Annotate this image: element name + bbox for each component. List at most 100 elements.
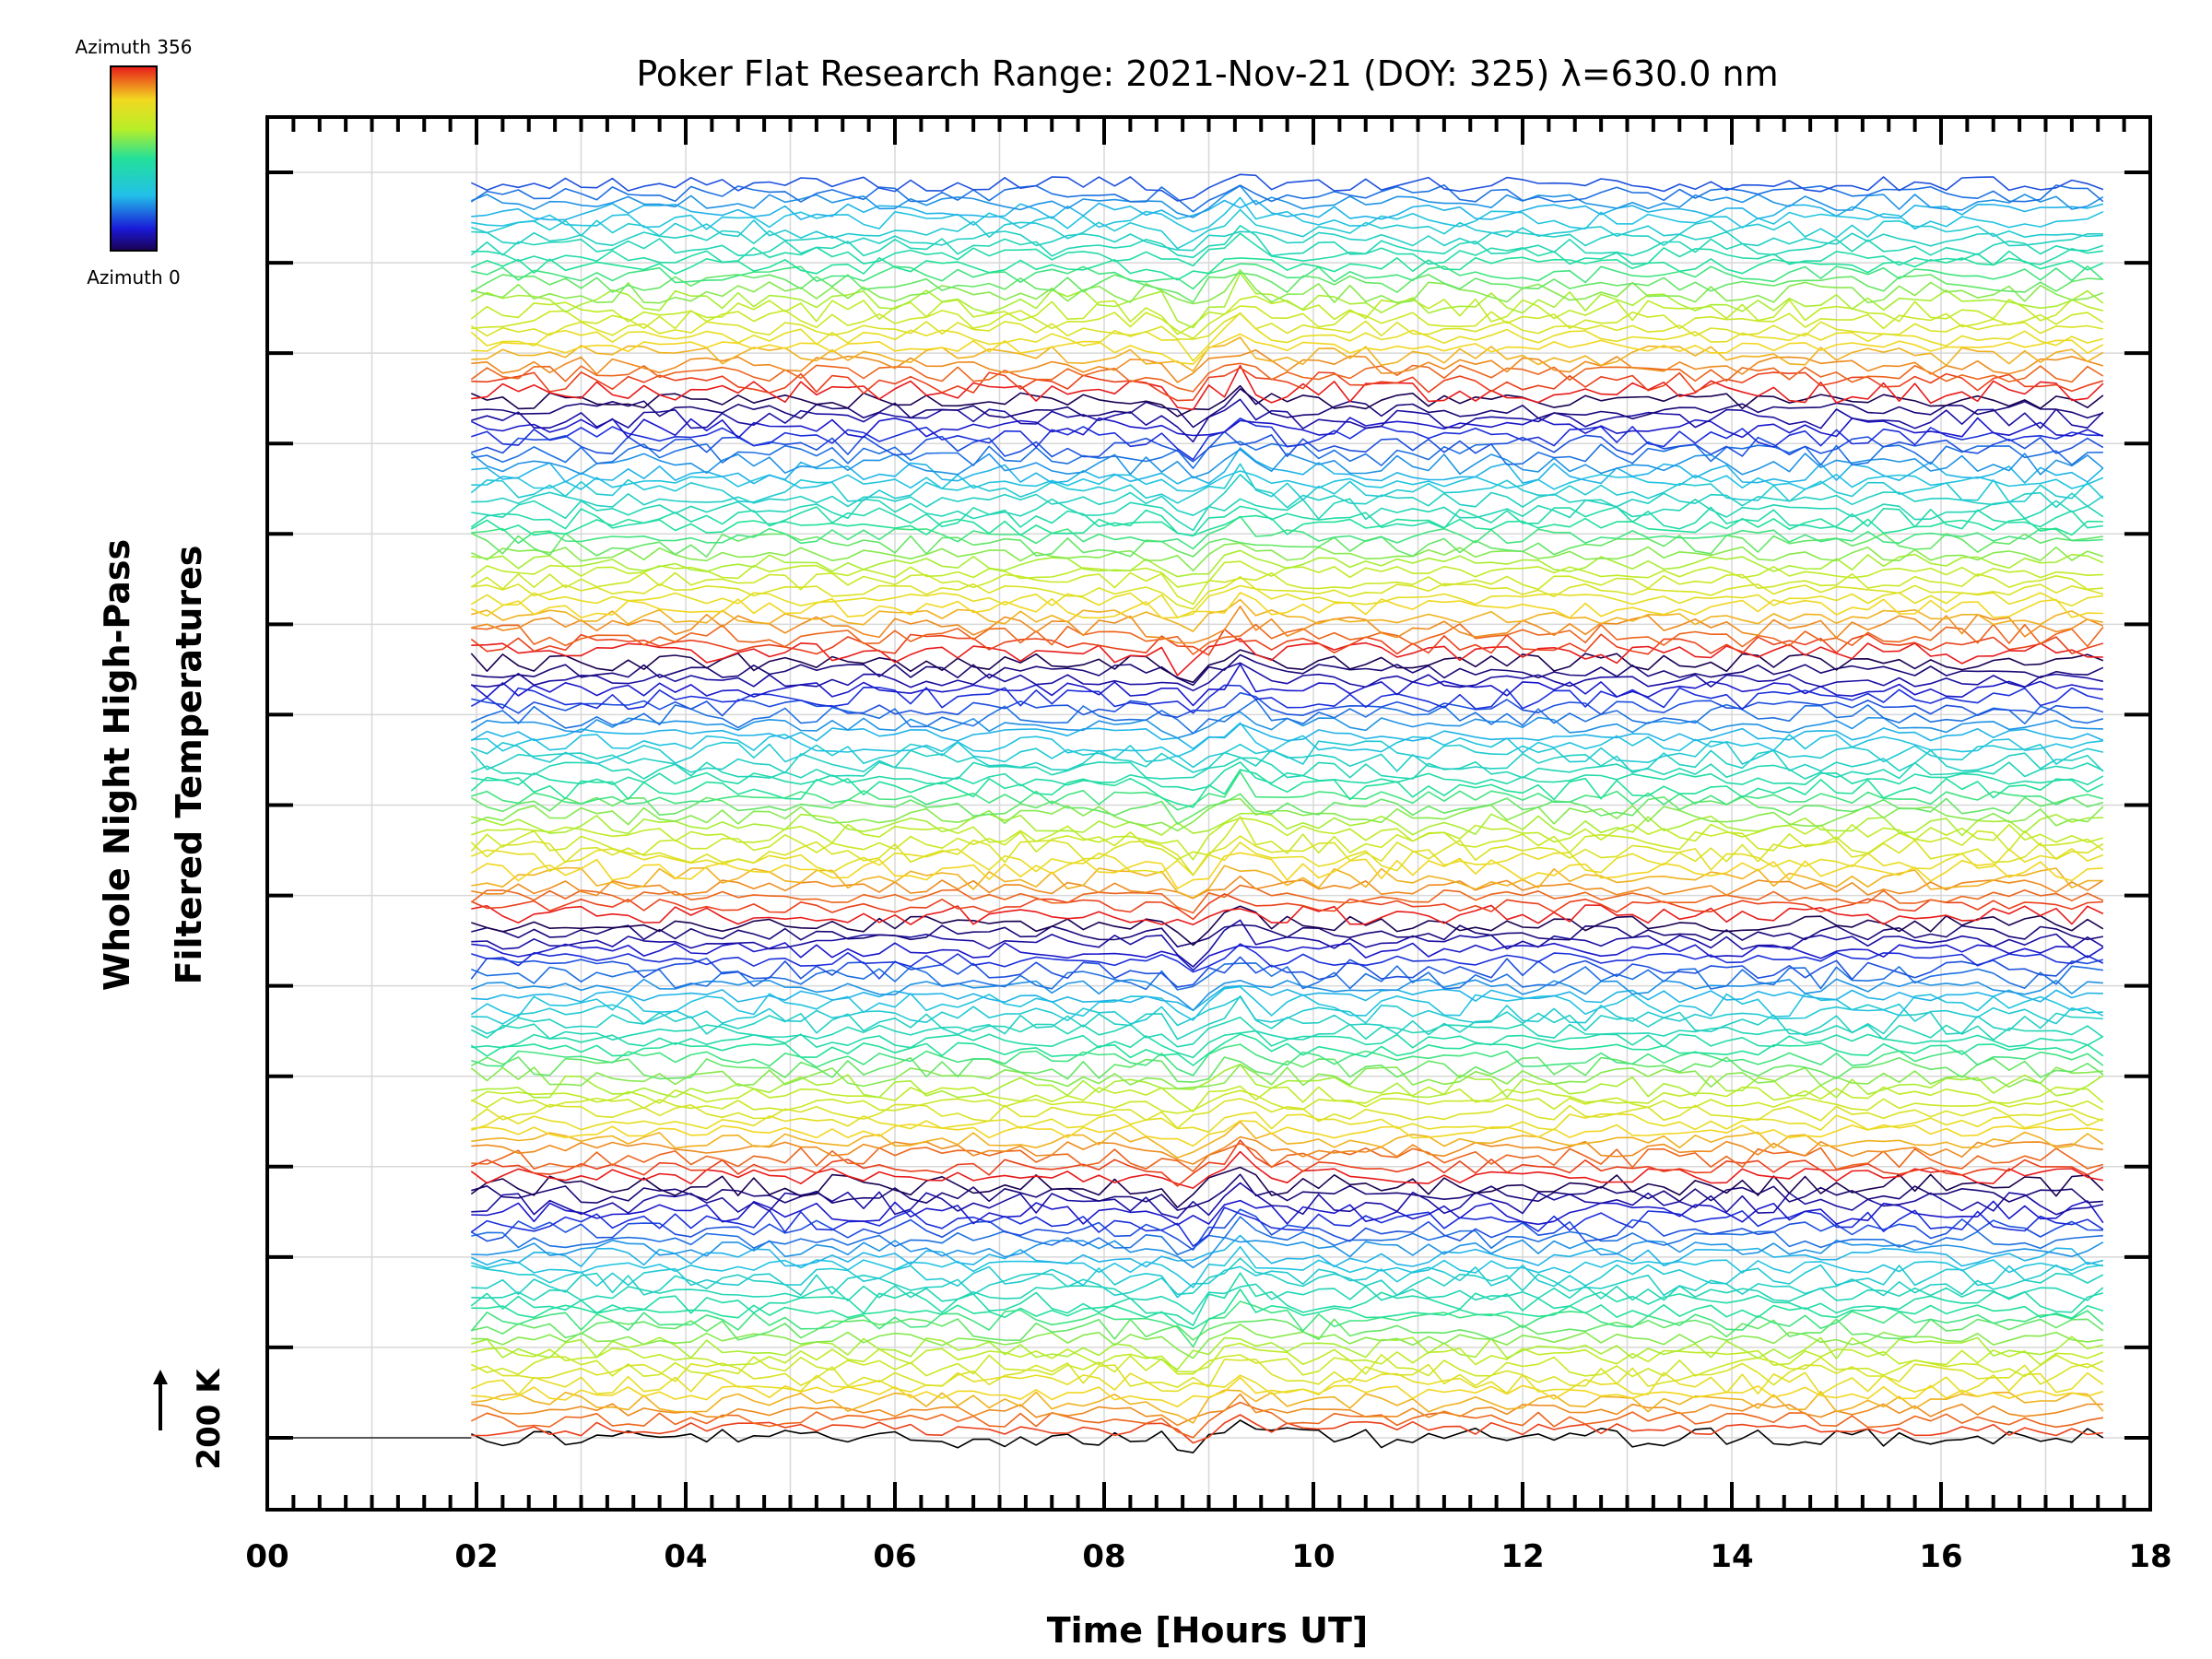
series-line [471, 1142, 2104, 1172]
series-line [470, 1085, 2104, 1112]
scale-label: 200 K [191, 1368, 228, 1470]
series-line [471, 919, 2104, 968]
series-line [471, 336, 2104, 372]
series-line [470, 1033, 2104, 1066]
series-line [471, 662, 2104, 692]
series-line [470, 649, 2104, 684]
series-line [471, 1121, 2104, 1159]
x-tick-label: 16 [1919, 1538, 1962, 1575]
series-line [470, 1089, 2104, 1114]
plot-axes [265, 115, 2152, 1512]
series-line [471, 771, 2104, 811]
series-line [470, 1300, 2104, 1348]
series-line [470, 797, 2104, 832]
series-line [470, 893, 2103, 921]
series-line [470, 962, 2104, 991]
series-line [470, 312, 2104, 362]
series-line [470, 560, 2103, 588]
series-line [471, 1030, 2104, 1059]
x-tick-label: 00 [245, 1538, 288, 1575]
series-line [471, 1043, 2104, 1077]
y-axis-title-line2: Filtered Temperatures [169, 546, 209, 985]
series-line [470, 542, 2104, 572]
series-line [471, 606, 2104, 644]
series-line [470, 592, 2103, 619]
series-line [471, 1335, 2104, 1371]
series-line [470, 1150, 2104, 1189]
series-line [471, 575, 2104, 610]
series-line [471, 229, 2103, 252]
series-line [470, 584, 2104, 618]
series-line [471, 1182, 2104, 1219]
series-line [471, 387, 2104, 429]
series-line [470, 956, 2104, 988]
series-line [471, 757, 2104, 780]
series-line [470, 532, 2104, 559]
chart-title: Poker Flat Research Range: 2021-Nov-21 (… [636, 53, 1778, 94]
series-line [471, 812, 2103, 837]
series-line [470, 1371, 2104, 1395]
series-line [470, 663, 2103, 707]
x-tick-label: 10 [1291, 1538, 1335, 1575]
series-line [471, 1245, 2104, 1288]
series-line [471, 942, 2104, 971]
series-line [471, 984, 2103, 1011]
series-line [470, 835, 2104, 877]
series-line [471, 875, 2104, 900]
series-line [470, 1419, 2104, 1453]
series-line [470, 1056, 2104, 1083]
series-line [471, 1236, 2104, 1269]
series-line [471, 1283, 2104, 1315]
series-line [470, 1166, 2104, 1208]
series-line [470, 1272, 2104, 1326]
series-line [471, 904, 2104, 926]
series-line [470, 793, 2104, 825]
series-line [471, 269, 2104, 305]
series-line [470, 852, 2103, 889]
series-line [470, 1354, 2104, 1378]
series-line [471, 333, 2104, 365]
series-line [470, 173, 2104, 202]
series-line [471, 1324, 2104, 1359]
series-line [470, 684, 2104, 714]
series-line [471, 995, 2103, 1027]
series-line [471, 761, 2104, 792]
series-line [470, 463, 2104, 504]
series-line [470, 1208, 2103, 1251]
grid-lines [267, 117, 2150, 1510]
series-line [471, 1257, 2104, 1297]
series-line [471, 232, 2104, 267]
series-line [470, 723, 2104, 750]
series-line [470, 884, 2104, 914]
series-line [470, 417, 2104, 440]
series-line [470, 628, 2104, 656]
x-tick-label: 08 [1082, 1538, 1125, 1575]
series-line [471, 367, 2104, 402]
series-line [470, 1098, 2104, 1129]
series-line [471, 905, 2104, 947]
x-tick-label: 04 [664, 1538, 707, 1575]
series-line [471, 943, 2104, 973]
series-line [471, 722, 2103, 758]
series-line [471, 196, 2104, 233]
series-line [471, 637, 2103, 677]
series-line [471, 498, 2104, 532]
series-line [471, 817, 2104, 861]
series-lines [267, 173, 2104, 1453]
series-line [470, 272, 2103, 303]
series-line [470, 1401, 2104, 1439]
series-line [470, 1016, 2104, 1048]
series-line [471, 1216, 2103, 1255]
series-line [471, 924, 2104, 947]
x-tick-label: 06 [873, 1538, 916, 1575]
series-line [471, 1173, 2103, 1211]
series-line [471, 398, 2104, 443]
series-line [471, 978, 2103, 1012]
x-tick-label: 02 [454, 1538, 498, 1575]
series-line [471, 598, 2104, 632]
series-line [470, 769, 2104, 808]
series-line [471, 1376, 2104, 1407]
series-line [471, 1389, 2104, 1424]
series-line [470, 514, 2103, 536]
series-line [471, 623, 2104, 655]
